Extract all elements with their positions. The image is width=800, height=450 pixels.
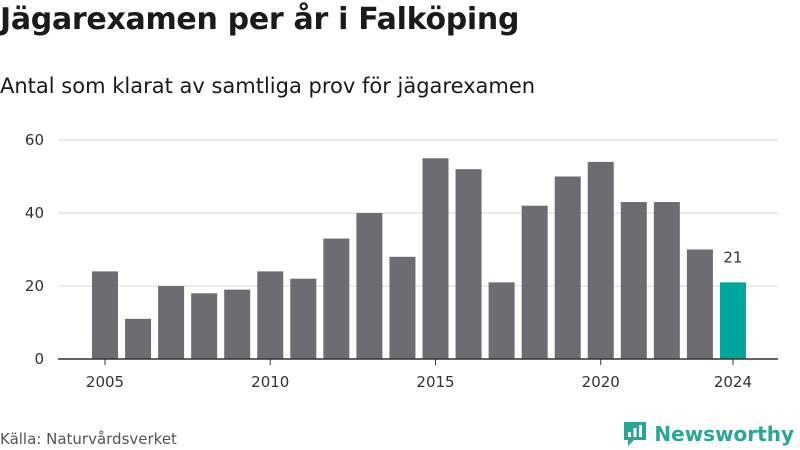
newsworthy-logo-icon: [624, 422, 647, 446]
bar-2018: [521, 205, 548, 359]
x-tick-label: 2020: [582, 373, 620, 391]
bar-2017: [488, 282, 515, 359]
data-labels: 21: [723, 248, 742, 266]
bar-2007: [158, 286, 185, 359]
bar-2005: [92, 271, 118, 359]
bar-chart: 0 20 40 60 2005 2010 2015 2020 2024 21: [25, 131, 778, 391]
x-tick-label: 2005: [86, 373, 124, 391]
bar-2010: [257, 271, 284, 359]
bars: [92, 158, 746, 359]
bar-2014: [389, 256, 416, 359]
bar-2011: [290, 278, 317, 359]
bar-2015: [422, 158, 449, 359]
bar-2022: [653, 202, 680, 359]
y-tick-labels: 0 20 40 60: [25, 131, 44, 368]
data-label-2024: 21: [723, 248, 742, 266]
source-note: Källa: Naturvårdsverket: [0, 430, 177, 448]
bar-2020: [587, 161, 614, 359]
bar-2019: [554, 176, 581, 359]
y-tick-label: 0: [34, 350, 44, 368]
x-tick-label: 2024: [714, 373, 752, 391]
bar-2016: [455, 169, 482, 359]
bar-2008: [191, 293, 218, 359]
chart-title: Jägarexamen per år i Falköping: [0, 2, 520, 37]
bar-2021: [620, 202, 647, 359]
bar-2024: [719, 282, 746, 359]
chart-subtitle: Antal som klarat av samtliga prov för jä…: [0, 74, 536, 98]
y-tick-label: 20: [25, 277, 44, 295]
x-tick-label: 2015: [416, 373, 454, 391]
bar-2023: [686, 249, 713, 359]
bar-2006: [125, 318, 152, 359]
brand: Newsworthy: [622, 420, 794, 448]
y-tick-label: 40: [25, 204, 44, 222]
x-axis: 2005 2010 2015 2020 2024: [58, 358, 778, 391]
bar-2012: [323, 238, 350, 359]
brand-name: Newsworthy: [654, 422, 794, 446]
y-tick-label: 60: [25, 131, 44, 149]
bar-2013: [356, 213, 383, 359]
bar-2009: [224, 289, 251, 359]
x-tick-label: 2010: [251, 373, 289, 391]
